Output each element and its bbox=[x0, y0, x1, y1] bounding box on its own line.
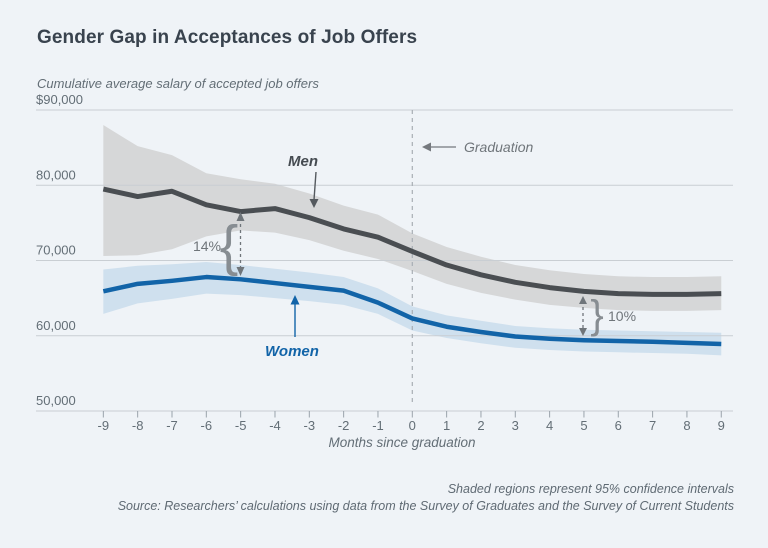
x-tick-label: 2 bbox=[477, 418, 484, 433]
women-label-arrowhead bbox=[290, 295, 300, 305]
men-series-label: Men bbox=[288, 153, 318, 170]
y-axis-title: Cumulative average salary of accepted jo… bbox=[37, 76, 319, 91]
x-tick-label: 1 bbox=[443, 418, 450, 433]
gap-arrowhead-14-bottom bbox=[236, 267, 245, 276]
graduation-label: Graduation bbox=[464, 139, 533, 155]
x-tick-label: -7 bbox=[166, 418, 178, 433]
y-tick-label: $90,000 bbox=[36, 92, 83, 107]
gap-label-10: 10% bbox=[608, 308, 636, 324]
x-tick-label: 0 bbox=[409, 418, 416, 433]
footnote-confidence-intervals: Shaded regions represent 95% confidence … bbox=[447, 482, 734, 496]
x-tick-label: 3 bbox=[512, 418, 519, 433]
graduation-arrowhead bbox=[422, 142, 431, 152]
x-tick-label: -4 bbox=[269, 418, 281, 433]
x-tick-label: 7 bbox=[649, 418, 656, 433]
gap-brace-10: } bbox=[590, 293, 603, 337]
footnotes: Shaded regions represent 95% confidence … bbox=[118, 481, 734, 514]
x-tick-label: -1 bbox=[372, 418, 384, 433]
men-label-arrowhead bbox=[309, 199, 319, 208]
gap-brace-14: { bbox=[220, 214, 239, 277]
men-label-arrow bbox=[313, 171, 317, 201]
x-tick-label: 8 bbox=[683, 418, 690, 433]
y-tick-label: 70,000 bbox=[36, 243, 76, 258]
x-axis-title: Months since graduation bbox=[328, 435, 475, 450]
women-line bbox=[102, 274, 722, 347]
y-tick-label: 80,000 bbox=[36, 167, 76, 182]
x-tick-label: 6 bbox=[615, 418, 622, 433]
women-series-label: Women bbox=[265, 343, 319, 360]
x-tick-label: -9 bbox=[98, 418, 110, 433]
women-confidence-band bbox=[103, 262, 722, 356]
x-tick-label: -6 bbox=[201, 418, 213, 433]
men-line bbox=[102, 186, 722, 297]
gap-arrowhead-10-top bbox=[579, 296, 587, 304]
chart-title: Gender Gap in Acceptances of Job Offers bbox=[37, 27, 418, 48]
x-tick-label: -8 bbox=[132, 418, 144, 433]
gap-label-14: 14% bbox=[193, 238, 221, 254]
y-tick-label: 60,000 bbox=[36, 318, 76, 333]
x-tick-label: 9 bbox=[718, 418, 725, 433]
y-tick-label: 50,000 bbox=[36, 393, 76, 408]
x-tick-label: -2 bbox=[338, 418, 350, 433]
x-tick-label: 4 bbox=[546, 418, 553, 433]
gap-arrowhead-14-top bbox=[236, 212, 245, 221]
x-tick-label: -5 bbox=[235, 418, 247, 433]
x-tick-label: 5 bbox=[580, 418, 587, 433]
footnote-source: Source: Researchers’ calculations using … bbox=[117, 498, 734, 513]
gap-arrowhead-10-bottom bbox=[579, 328, 587, 336]
x-tick-label: -3 bbox=[304, 418, 316, 433]
